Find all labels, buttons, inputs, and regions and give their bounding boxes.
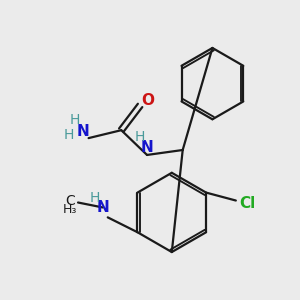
Text: Cl: Cl (240, 196, 256, 211)
Text: O: O (142, 93, 154, 108)
Text: C: C (65, 194, 75, 208)
Text: H: H (64, 128, 74, 142)
Text: N: N (96, 200, 109, 215)
Text: N: N (76, 124, 89, 139)
Text: H₃: H₃ (63, 203, 77, 216)
Text: H: H (90, 190, 100, 205)
Text: N: N (141, 140, 153, 154)
Text: H: H (70, 113, 80, 127)
Text: H: H (135, 130, 145, 144)
